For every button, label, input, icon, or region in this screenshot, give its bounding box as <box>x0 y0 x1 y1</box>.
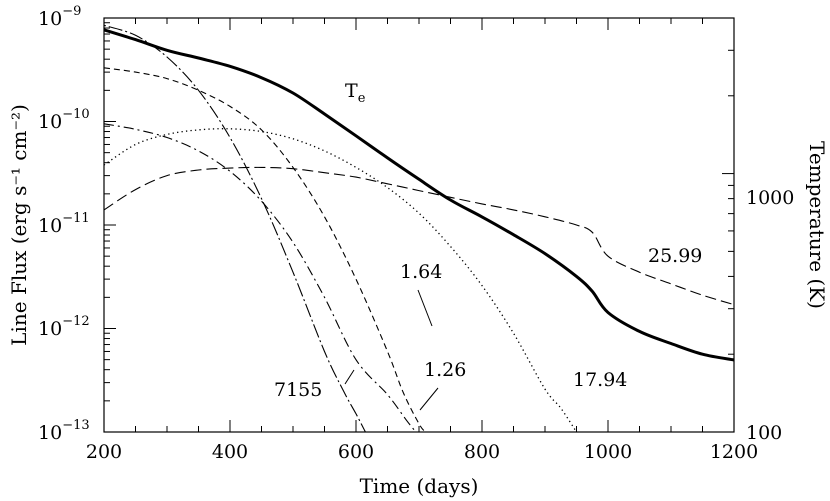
leader-line-1-26 <box>419 387 439 411</box>
series-label-17-94: 17.94 <box>573 369 627 391</box>
y-right-tick-label: 100 <box>746 422 782 444</box>
y-tick-label: 10−10 <box>38 107 90 133</box>
x-tick-label: 600 <box>338 441 374 463</box>
series-label-25-99: 25.99 <box>648 245 702 267</box>
y-tick-label: 10−9 <box>38 4 81 30</box>
series-line-25-99 <box>103 166 735 306</box>
x-tick-label: 400 <box>212 441 248 463</box>
leader-line-1-64 <box>417 289 433 327</box>
series-line-17-94 <box>103 128 578 433</box>
leader-line-7155 <box>344 369 355 385</box>
x-tick-label: 1200 <box>710 441 758 463</box>
x-tick-label: 1000 <box>584 441 632 463</box>
y-right-axis-title: Temperature (K) <box>805 141 829 309</box>
y-right-tick-label: 1000 <box>746 187 794 209</box>
series-line-7155 <box>103 24 366 433</box>
axis-ticks <box>103 17 735 433</box>
series-curves <box>103 24 735 433</box>
y-tick-label: 10−11 <box>38 211 90 237</box>
series-line-1-26 <box>103 67 426 433</box>
y-axis-title: Line Flux (erg s⁻¹ cm⁻²) <box>7 104 31 346</box>
series-line-1-64 <box>103 123 417 433</box>
plot-frame <box>103 17 735 433</box>
x-tick-label: 800 <box>464 441 500 463</box>
y-tick-label: 10−12 <box>38 314 90 340</box>
curve-labels: Te 25.99 17.94 1.26 1.64 7155 <box>274 80 702 411</box>
series-label-te: Te <box>345 80 366 106</box>
series-label-7155: 7155 <box>274 379 322 401</box>
series-label-1-26: 1.26 <box>424 359 466 381</box>
x-axis-title: Time (days) <box>360 474 479 498</box>
series-line-t-e <box>103 28 735 362</box>
x-tick-label: 200 <box>86 441 122 463</box>
series-label-1-64: 1.64 <box>400 261 442 283</box>
y-tick-label: 10−13 <box>38 418 90 444</box>
